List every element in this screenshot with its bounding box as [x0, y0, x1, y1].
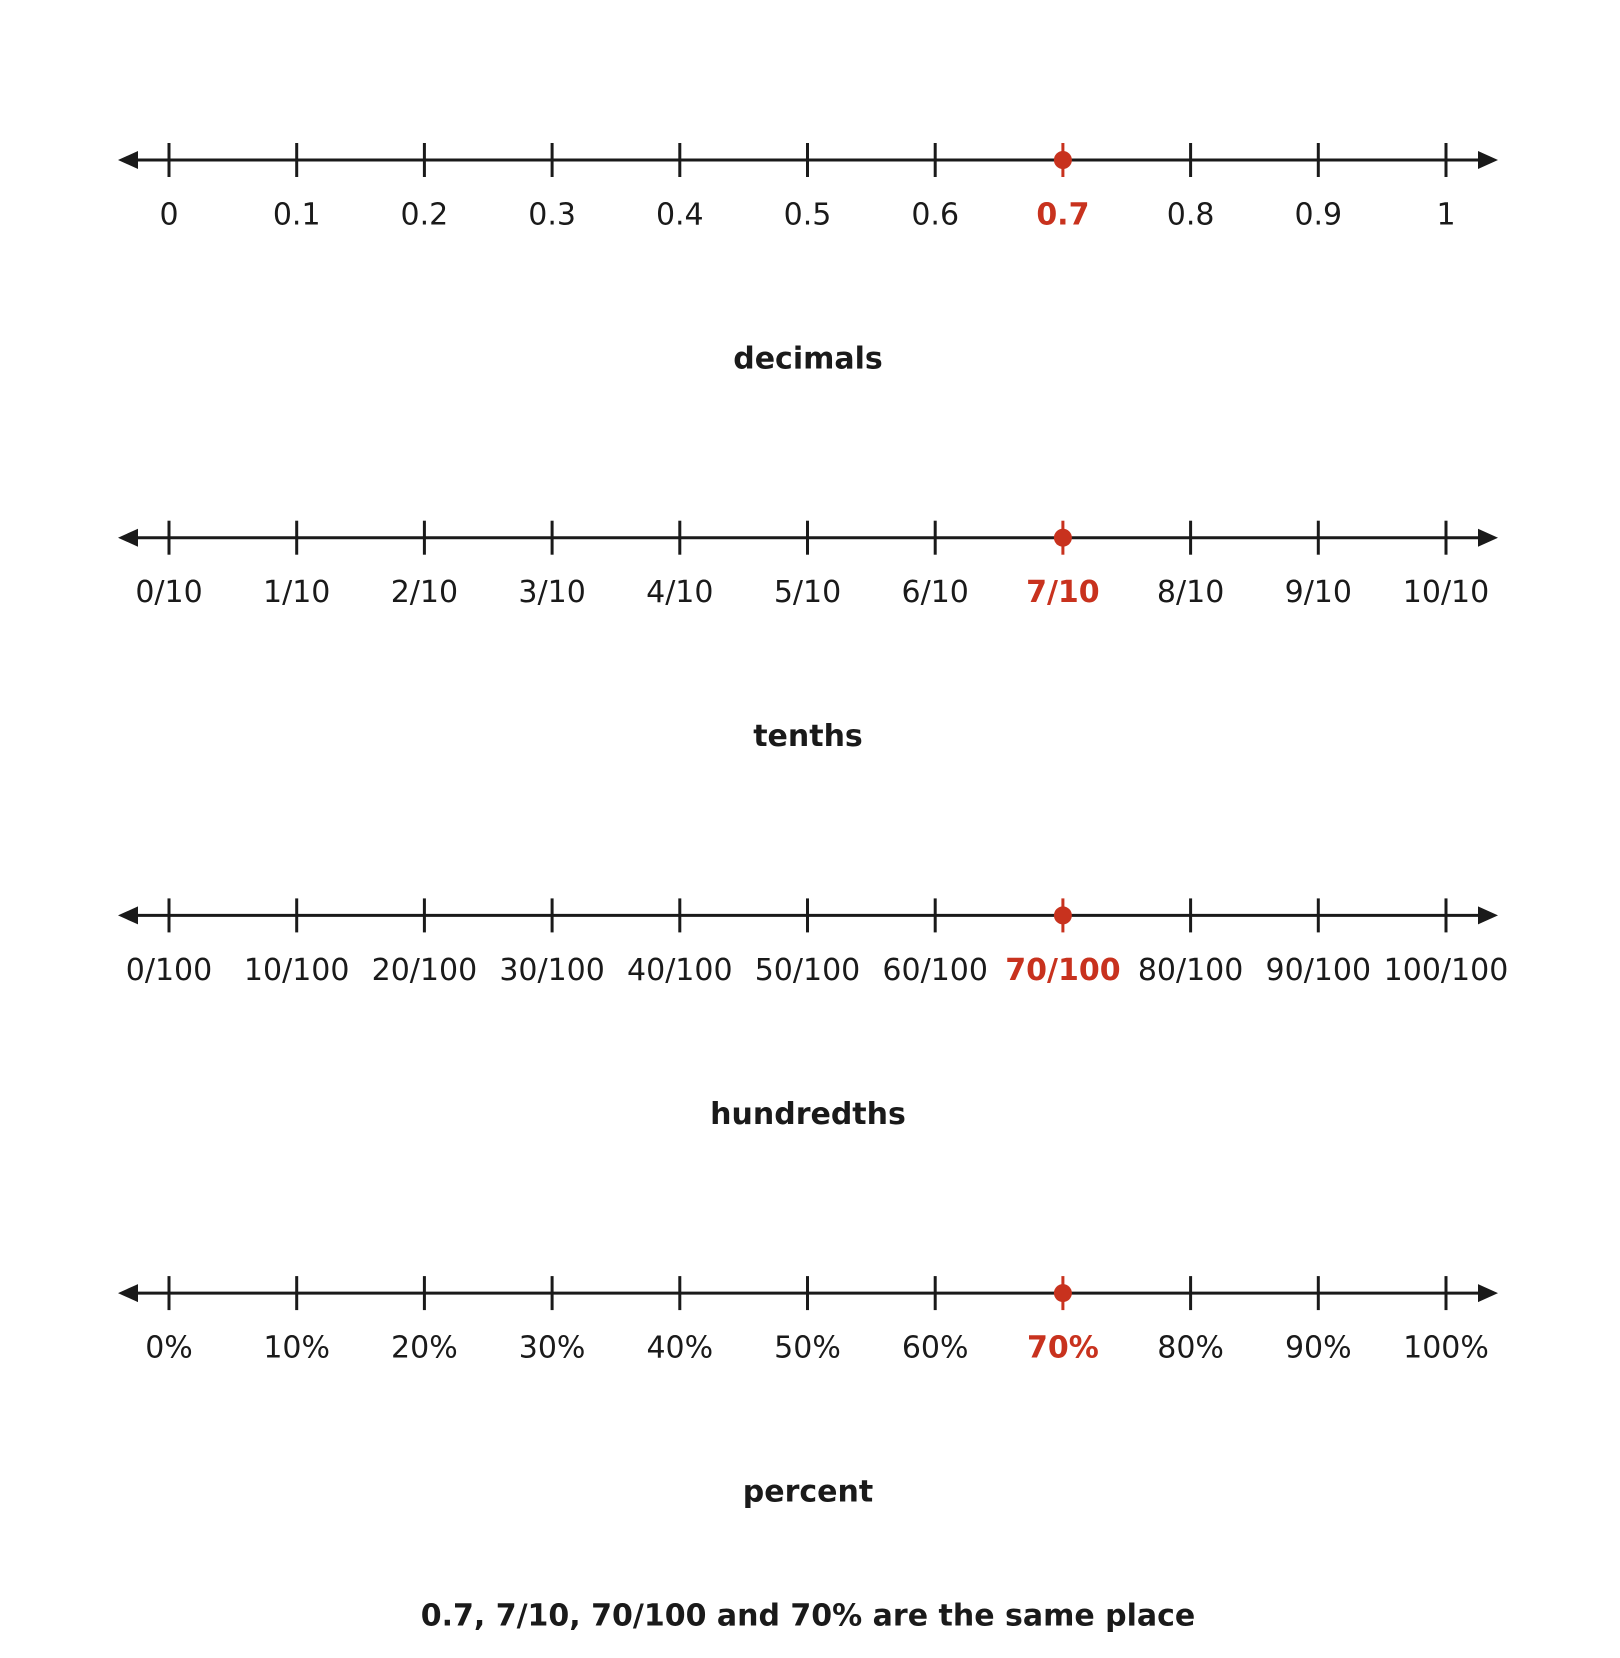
line-label: hundredths — [710, 1097, 906, 1132]
tick-label: 100/100 — [1384, 953, 1509, 988]
marker-point — [1053, 151, 1072, 169]
highlighted-tick-label: 70/100 — [1005, 953, 1120, 988]
tick-label: 90/100 — [1266, 953, 1372, 988]
marker-point — [1053, 1284, 1072, 1303]
tick-label: 80% — [1157, 1331, 1224, 1366]
tick-label: 60/100 — [882, 953, 988, 988]
highlighted-tick-label: 0.7 — [1036, 198, 1089, 233]
tick-label: 90% — [1285, 1331, 1352, 1366]
tick-label: 60% — [902, 1331, 969, 1366]
arrow-right — [1478, 906, 1498, 925]
tick-label: 0.9 — [1294, 198, 1342, 233]
marker-point — [1053, 906, 1072, 925]
tick-label: 0.3 — [528, 198, 576, 233]
tick-label: 5/10 — [774, 575, 841, 610]
tick-label: 50/100 — [755, 953, 861, 988]
arrow-right — [1478, 151, 1498, 169]
tick-label: 0.6 — [911, 198, 959, 233]
tick-label: 1/10 — [263, 575, 330, 610]
highlighted-tick-label: 7/10 — [1026, 575, 1100, 610]
tick-label: 0.5 — [784, 198, 832, 233]
tick-label: 30% — [519, 1331, 586, 1366]
line-label: percent — [743, 1475, 873, 1510]
tick-label: 80/100 — [1138, 953, 1244, 988]
marker-point — [1053, 528, 1072, 547]
tick-label: 3/10 — [518, 575, 585, 610]
tick-label: 50% — [774, 1331, 841, 1366]
tick-label: 20% — [391, 1331, 458, 1366]
tick-label: 40/100 — [627, 953, 733, 988]
tick-label: 10/100 — [244, 953, 350, 988]
tick-label: 0/100 — [126, 953, 212, 988]
tick-label: 10/10 — [1403, 575, 1489, 610]
tick-label: 0.2 — [401, 198, 449, 233]
arrow-right — [1478, 1284, 1498, 1303]
tick-label: 0/10 — [135, 575, 202, 610]
tick-label: 30/100 — [499, 953, 605, 988]
tick-label: 0% — [145, 1331, 193, 1366]
arrow-left — [118, 151, 138, 169]
tick-label: 1 — [1436, 198, 1455, 233]
arrow-right — [1478, 528, 1498, 547]
arrow-left — [118, 1284, 138, 1303]
arrow-left — [118, 528, 138, 547]
tick-label: 20/100 — [372, 953, 478, 988]
tick-label: 0.1 — [273, 198, 321, 233]
tick-label: 9/10 — [1285, 575, 1352, 610]
tick-label: 100% — [1403, 1331, 1489, 1366]
tick-label: 4/10 — [646, 575, 713, 610]
tick-label: 10% — [263, 1331, 330, 1366]
tick-label: 2/10 — [391, 575, 458, 610]
tick-label: 0 — [159, 198, 178, 233]
tick-label: 0.8 — [1167, 198, 1215, 233]
arrow-left — [118, 906, 138, 925]
tick-label: 0.4 — [656, 198, 704, 233]
tick-label: 40% — [646, 1331, 713, 1366]
tick-label: 8/10 — [1157, 575, 1224, 610]
line-label: decimals — [733, 342, 883, 377]
tick-label: 6/10 — [902, 575, 969, 610]
caption: 0.7, 7/10, 70/100 and 70% are the same p… — [421, 1599, 1196, 1634]
line-label: tenths — [753, 719, 863, 754]
highlighted-tick-label: 70% — [1027, 1331, 1099, 1366]
